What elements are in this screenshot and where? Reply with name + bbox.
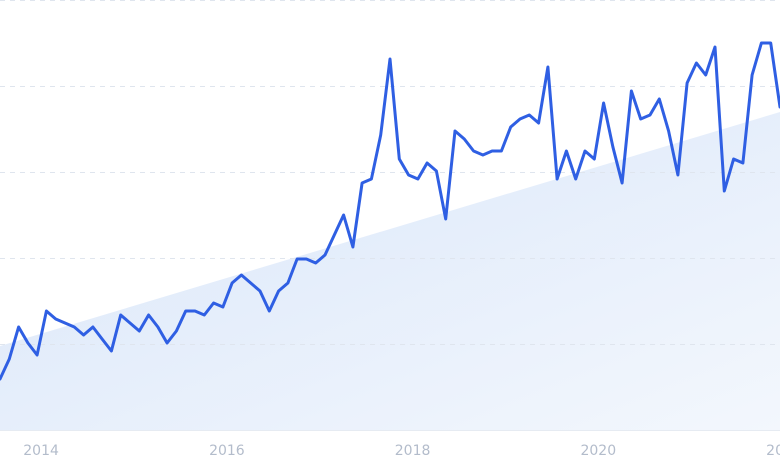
trend-area [0, 112, 780, 430]
x-tick-label: 2014 [23, 443, 59, 459]
x-tick-labels: 2014 2016 2018 2020 2022 [23, 443, 780, 459]
x-tick-label: 2022 [766, 443, 780, 459]
series-line [0, 41, 780, 381]
x-tick-label: 2016 [209, 443, 245, 459]
gridlines [0, 0, 780, 345]
x-tick-label: 2020 [580, 443, 616, 459]
x-tick-label: 2018 [395, 443, 431, 459]
